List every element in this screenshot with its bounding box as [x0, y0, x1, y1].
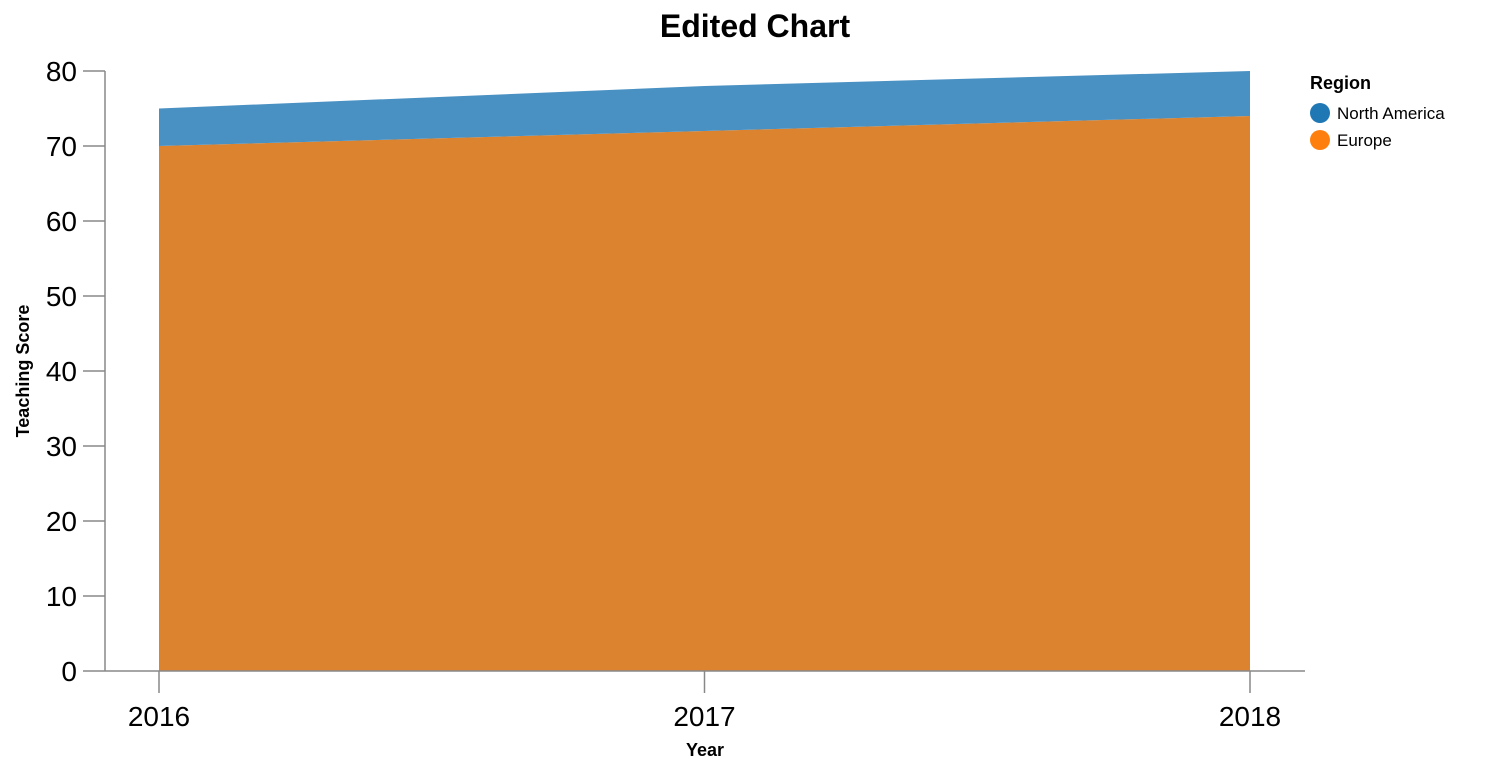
- legend-title: Region: [1310, 73, 1371, 93]
- y-tick-label: 70: [46, 131, 77, 162]
- legend-label: Europe: [1337, 131, 1392, 150]
- y-tick-label: 80: [46, 56, 77, 87]
- y-tick-label: 40: [46, 356, 77, 387]
- y-tick-label: 60: [46, 206, 77, 237]
- chart-title: Edited Chart: [660, 8, 851, 44]
- legend-item-europe: Europe: [1310, 130, 1392, 150]
- legend: Region North America Europe: [1310, 73, 1445, 150]
- x-axis-title: Year: [686, 740, 724, 760]
- legend-item-north-america: North America: [1310, 103, 1445, 123]
- y-tick-label: 0: [61, 656, 77, 687]
- legend-swatch: [1310, 130, 1330, 150]
- y-tick-label: 20: [46, 506, 77, 537]
- legend-swatch: [1310, 103, 1330, 123]
- area-europe: [159, 116, 1250, 671]
- y-axis-title: Teaching Score: [13, 305, 33, 438]
- x-axis: 2016 2017 2018: [105, 670, 1305, 732]
- x-tick-label: 2016: [128, 701, 190, 732]
- y-tick-label: 50: [46, 281, 77, 312]
- legend-items: North America Europe: [1310, 103, 1445, 150]
- legend-label: North America: [1337, 104, 1445, 123]
- y-axis: 0 10 20 30 40 50 60 70 80: [46, 56, 106, 687]
- y-tick-label: 10: [46, 581, 77, 612]
- areas-layer: [159, 71, 1250, 671]
- area-north-america: [159, 71, 1250, 146]
- x-tick-label: 2018: [1219, 701, 1281, 732]
- y-tick-label: 30: [46, 431, 77, 462]
- x-tick-label: 2017: [673, 701, 735, 732]
